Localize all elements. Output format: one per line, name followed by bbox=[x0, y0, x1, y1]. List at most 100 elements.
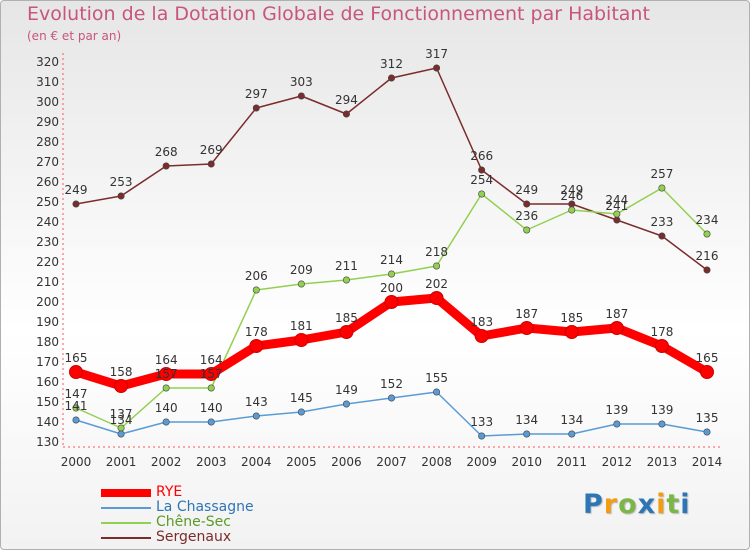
data-point-la-chassagne bbox=[433, 388, 441, 396]
data-point-la-chassagne bbox=[703, 428, 711, 436]
logo-letter: P bbox=[583, 489, 604, 520]
x-tick-label: 2001 bbox=[106, 455, 137, 469]
data-point-la-chassagne bbox=[523, 430, 531, 438]
data-label-la-chassagne: 145 bbox=[290, 391, 313, 405]
data-label-la-chassagne: 149 bbox=[335, 383, 358, 397]
y-tick-label: 250 bbox=[36, 195, 59, 209]
x-tick-label: 2003 bbox=[196, 455, 227, 469]
data-label-la-chassagne: 141 bbox=[65, 399, 88, 413]
legend-swatch bbox=[101, 489, 151, 497]
data-label-sergenaux: 233 bbox=[650, 215, 673, 229]
data-label-sergenaux: 294 bbox=[335, 93, 358, 107]
y-tick-label: 160 bbox=[36, 375, 59, 389]
data-label-sergenaux: 303 bbox=[290, 75, 313, 89]
data-point-sergenaux bbox=[478, 166, 486, 174]
data-point-sergenaux bbox=[207, 160, 215, 168]
data-point-chene-sec bbox=[658, 184, 666, 192]
data-label-sergenaux: 268 bbox=[155, 145, 178, 159]
data-label-rye: 181 bbox=[290, 319, 313, 333]
data-point-sergenaux bbox=[433, 64, 441, 72]
y-tick-label: 130 bbox=[36, 435, 59, 449]
data-label-la-chassagne: 134 bbox=[515, 413, 538, 427]
data-point-rye bbox=[204, 367, 219, 381]
legend-label: RYE bbox=[156, 484, 183, 500]
data-label-chene-sec: 209 bbox=[290, 263, 313, 277]
data-label-sergenaux: 249 bbox=[560, 183, 583, 197]
data-label-la-chassagne: 139 bbox=[605, 403, 628, 417]
data-point-chene-sec bbox=[523, 226, 531, 234]
data-point-la-chassagne bbox=[297, 408, 305, 416]
x-tick-label: 2008 bbox=[421, 455, 452, 469]
x-tick-label: 2011 bbox=[557, 455, 588, 469]
data-point-chene-sec bbox=[703, 230, 711, 238]
data-label-la-chassagne: 134 bbox=[110, 413, 133, 427]
data-point-rye bbox=[564, 325, 579, 339]
data-label-rye: 164 bbox=[200, 353, 223, 367]
legend-swatch bbox=[101, 537, 151, 539]
data-point-chene-sec bbox=[207, 384, 215, 392]
x-tick-label: 2013 bbox=[647, 455, 678, 469]
data-label-la-chassagne: 155 bbox=[425, 371, 448, 385]
chart-title: Evolution de la Dotation Globale de Fonc… bbox=[27, 3, 650, 25]
data-label-chene-sec: 234 bbox=[696, 213, 719, 227]
data-label-la-chassagne: 140 bbox=[155, 401, 178, 415]
x-tick-label: 2014 bbox=[692, 455, 723, 469]
y-tick-label: 180 bbox=[36, 335, 59, 349]
x-tick-label: 2002 bbox=[151, 455, 182, 469]
data-point-sergenaux bbox=[72, 200, 80, 208]
data-point-rye bbox=[609, 321, 624, 335]
data-point-rye bbox=[69, 365, 83, 379]
y-tick-label: 320 bbox=[36, 55, 59, 69]
data-label-la-chassagne: 152 bbox=[380, 377, 403, 391]
data-point-la-chassagne bbox=[72, 416, 80, 424]
data-label-chene-sec: 244 bbox=[605, 193, 628, 207]
y-tick-label: 290 bbox=[36, 115, 59, 129]
logo-letter: x bbox=[637, 489, 657, 520]
data-point-rye bbox=[384, 295, 399, 309]
data-label-chene-sec: 157 bbox=[155, 367, 178, 381]
data-point-rye bbox=[429, 291, 444, 305]
legend-swatch bbox=[101, 507, 151, 509]
data-label-chene-sec: 236 bbox=[515, 209, 538, 223]
data-point-chene-sec bbox=[478, 190, 486, 198]
logo-letter: i bbox=[656, 489, 667, 520]
data-label-sergenaux: 249 bbox=[65, 183, 88, 197]
data-label-chene-sec: 246 bbox=[560, 189, 583, 203]
data-point-la-chassagne bbox=[478, 432, 486, 440]
data-label-rye: 164 bbox=[155, 353, 178, 367]
y-tick-label: 300 bbox=[36, 95, 59, 109]
logo-letter: t bbox=[666, 489, 681, 520]
data-point-rye bbox=[249, 339, 264, 353]
legend-label: La Chassagne bbox=[156, 499, 254, 515]
data-label-rye: 178 bbox=[650, 325, 673, 339]
series-line-sergenaux bbox=[75, 67, 708, 271]
data-point-rye bbox=[654, 339, 669, 353]
data-label-chene-sec: 214 bbox=[380, 253, 403, 267]
data-label-rye: 187 bbox=[515, 307, 538, 321]
y-tick-label: 210 bbox=[36, 275, 59, 289]
data-point-chene-sec bbox=[162, 384, 170, 392]
y-tick-label: 240 bbox=[36, 215, 59, 229]
data-point-la-chassagne bbox=[568, 430, 576, 438]
data-point-sergenaux bbox=[297, 92, 305, 100]
data-point-la-chassagne bbox=[658, 420, 666, 428]
y-tick-label: 220 bbox=[36, 255, 59, 269]
data-label-chene-sec: 206 bbox=[245, 269, 268, 283]
y-tick-label: 170 bbox=[36, 355, 59, 369]
chart-series bbox=[69, 64, 714, 440]
data-point-chene-sec bbox=[72, 404, 80, 412]
data-point-sergenaux bbox=[342, 110, 350, 118]
y-tick-label: 140 bbox=[36, 415, 59, 429]
logo-letter: i bbox=[680, 489, 691, 520]
y-tick-label: 280 bbox=[36, 135, 59, 149]
data-label-sergenaux: 312 bbox=[380, 57, 403, 71]
data-point-sergenaux bbox=[387, 74, 395, 82]
data-label-rye: 178 bbox=[245, 325, 268, 339]
data-point-sergenaux bbox=[162, 162, 170, 170]
data-point-la-chassagne bbox=[387, 394, 395, 402]
proxiti-logo: Proxiti bbox=[583, 489, 691, 520]
x-tick-label: 2009 bbox=[466, 455, 497, 469]
data-point-chene-sec bbox=[387, 270, 395, 278]
data-label-chene-sec: 254 bbox=[470, 173, 493, 187]
